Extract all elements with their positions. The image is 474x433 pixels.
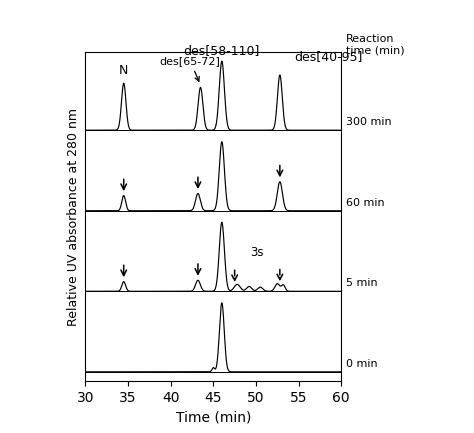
Text: 3s: 3s (250, 246, 264, 259)
Text: 0 min: 0 min (346, 359, 377, 369)
Text: Reaction
time (min): Reaction time (min) (346, 34, 404, 56)
Text: des[58-110]: des[58-110] (183, 44, 260, 57)
Text: 60 min: 60 min (346, 198, 384, 208)
Text: 300 min: 300 min (346, 117, 391, 127)
Y-axis label: Relative UV absorbance at 280 nm: Relative UV absorbance at 280 nm (67, 107, 80, 326)
Text: 5 min: 5 min (346, 278, 377, 288)
Text: N: N (119, 64, 128, 77)
Text: des[40-95]: des[40-95] (294, 51, 363, 64)
Text: des[65-72]: des[65-72] (160, 56, 221, 81)
X-axis label: Time (min): Time (min) (175, 410, 251, 424)
